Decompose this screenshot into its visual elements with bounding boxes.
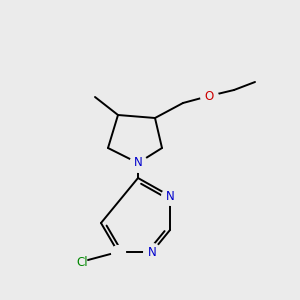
Point (168, 194, 172, 198)
Text: N: N (148, 245, 156, 259)
Point (116, 250, 120, 254)
Point (136, 160, 140, 165)
Text: N: N (134, 157, 142, 169)
Text: N: N (166, 190, 174, 202)
Point (207, 94, 212, 98)
Point (150, 250, 154, 254)
Text: Cl: Cl (76, 256, 88, 269)
Text: O: O (204, 89, 214, 103)
